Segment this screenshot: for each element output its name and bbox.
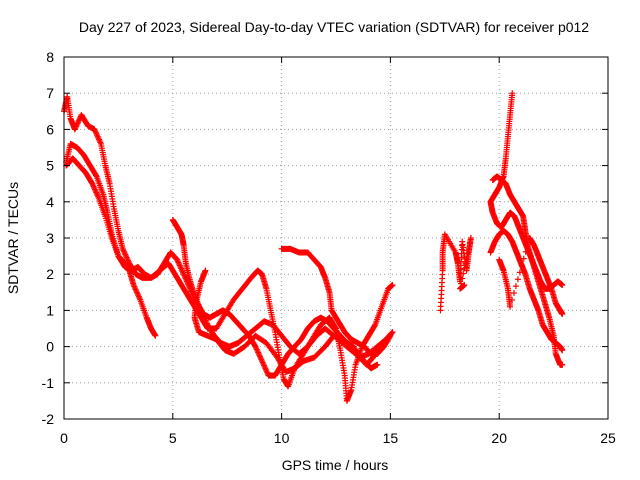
data-points bbox=[61, 90, 566, 404]
x-tick-label: 5 bbox=[169, 430, 177, 446]
data-point bbox=[510, 290, 517, 297]
y-tick-label: 3 bbox=[46, 230, 54, 246]
y-tick-label: 6 bbox=[46, 121, 54, 137]
y-tick-label: -1 bbox=[42, 375, 55, 391]
y-axis-label: SDTVAR / TECUs bbox=[5, 182, 21, 294]
x-tick-label: 15 bbox=[383, 430, 399, 446]
data-point bbox=[389, 282, 396, 289]
grid-lines bbox=[64, 57, 608, 419]
x-tick-label: 25 bbox=[600, 430, 616, 446]
x-tick-label: 20 bbox=[491, 430, 507, 446]
y-tick-label: -2 bbox=[42, 411, 55, 427]
data-point bbox=[371, 322, 378, 329]
data-point bbox=[389, 329, 396, 336]
data-point bbox=[92, 172, 99, 179]
series-track-a bbox=[61, 93, 396, 404]
data-point bbox=[512, 283, 519, 290]
series-track-k bbox=[496, 235, 566, 318]
y-tick-label: 2 bbox=[46, 266, 54, 282]
y-tick-label: 4 bbox=[46, 194, 54, 210]
x-axis-label: GPS time / hours bbox=[282, 457, 389, 473]
x-tick-label: 0 bbox=[60, 430, 68, 446]
y-tick-label: 0 bbox=[46, 339, 54, 355]
y-tick-label: 1 bbox=[46, 302, 54, 318]
data-point bbox=[514, 276, 521, 283]
x-tick-label: 10 bbox=[274, 430, 290, 446]
series-track-c bbox=[63, 155, 159, 339]
chart-title: Day 227 of 2023, Sidereal Day-to-day VTE… bbox=[79, 19, 589, 35]
y-tick-label: 7 bbox=[46, 85, 54, 101]
series-track-g bbox=[437, 231, 474, 314]
data-point bbox=[465, 245, 472, 252]
data-point bbox=[152, 332, 159, 339]
y-tick-label: 8 bbox=[46, 49, 54, 65]
y-tick-label: 5 bbox=[46, 158, 54, 174]
data-point bbox=[467, 235, 474, 241]
